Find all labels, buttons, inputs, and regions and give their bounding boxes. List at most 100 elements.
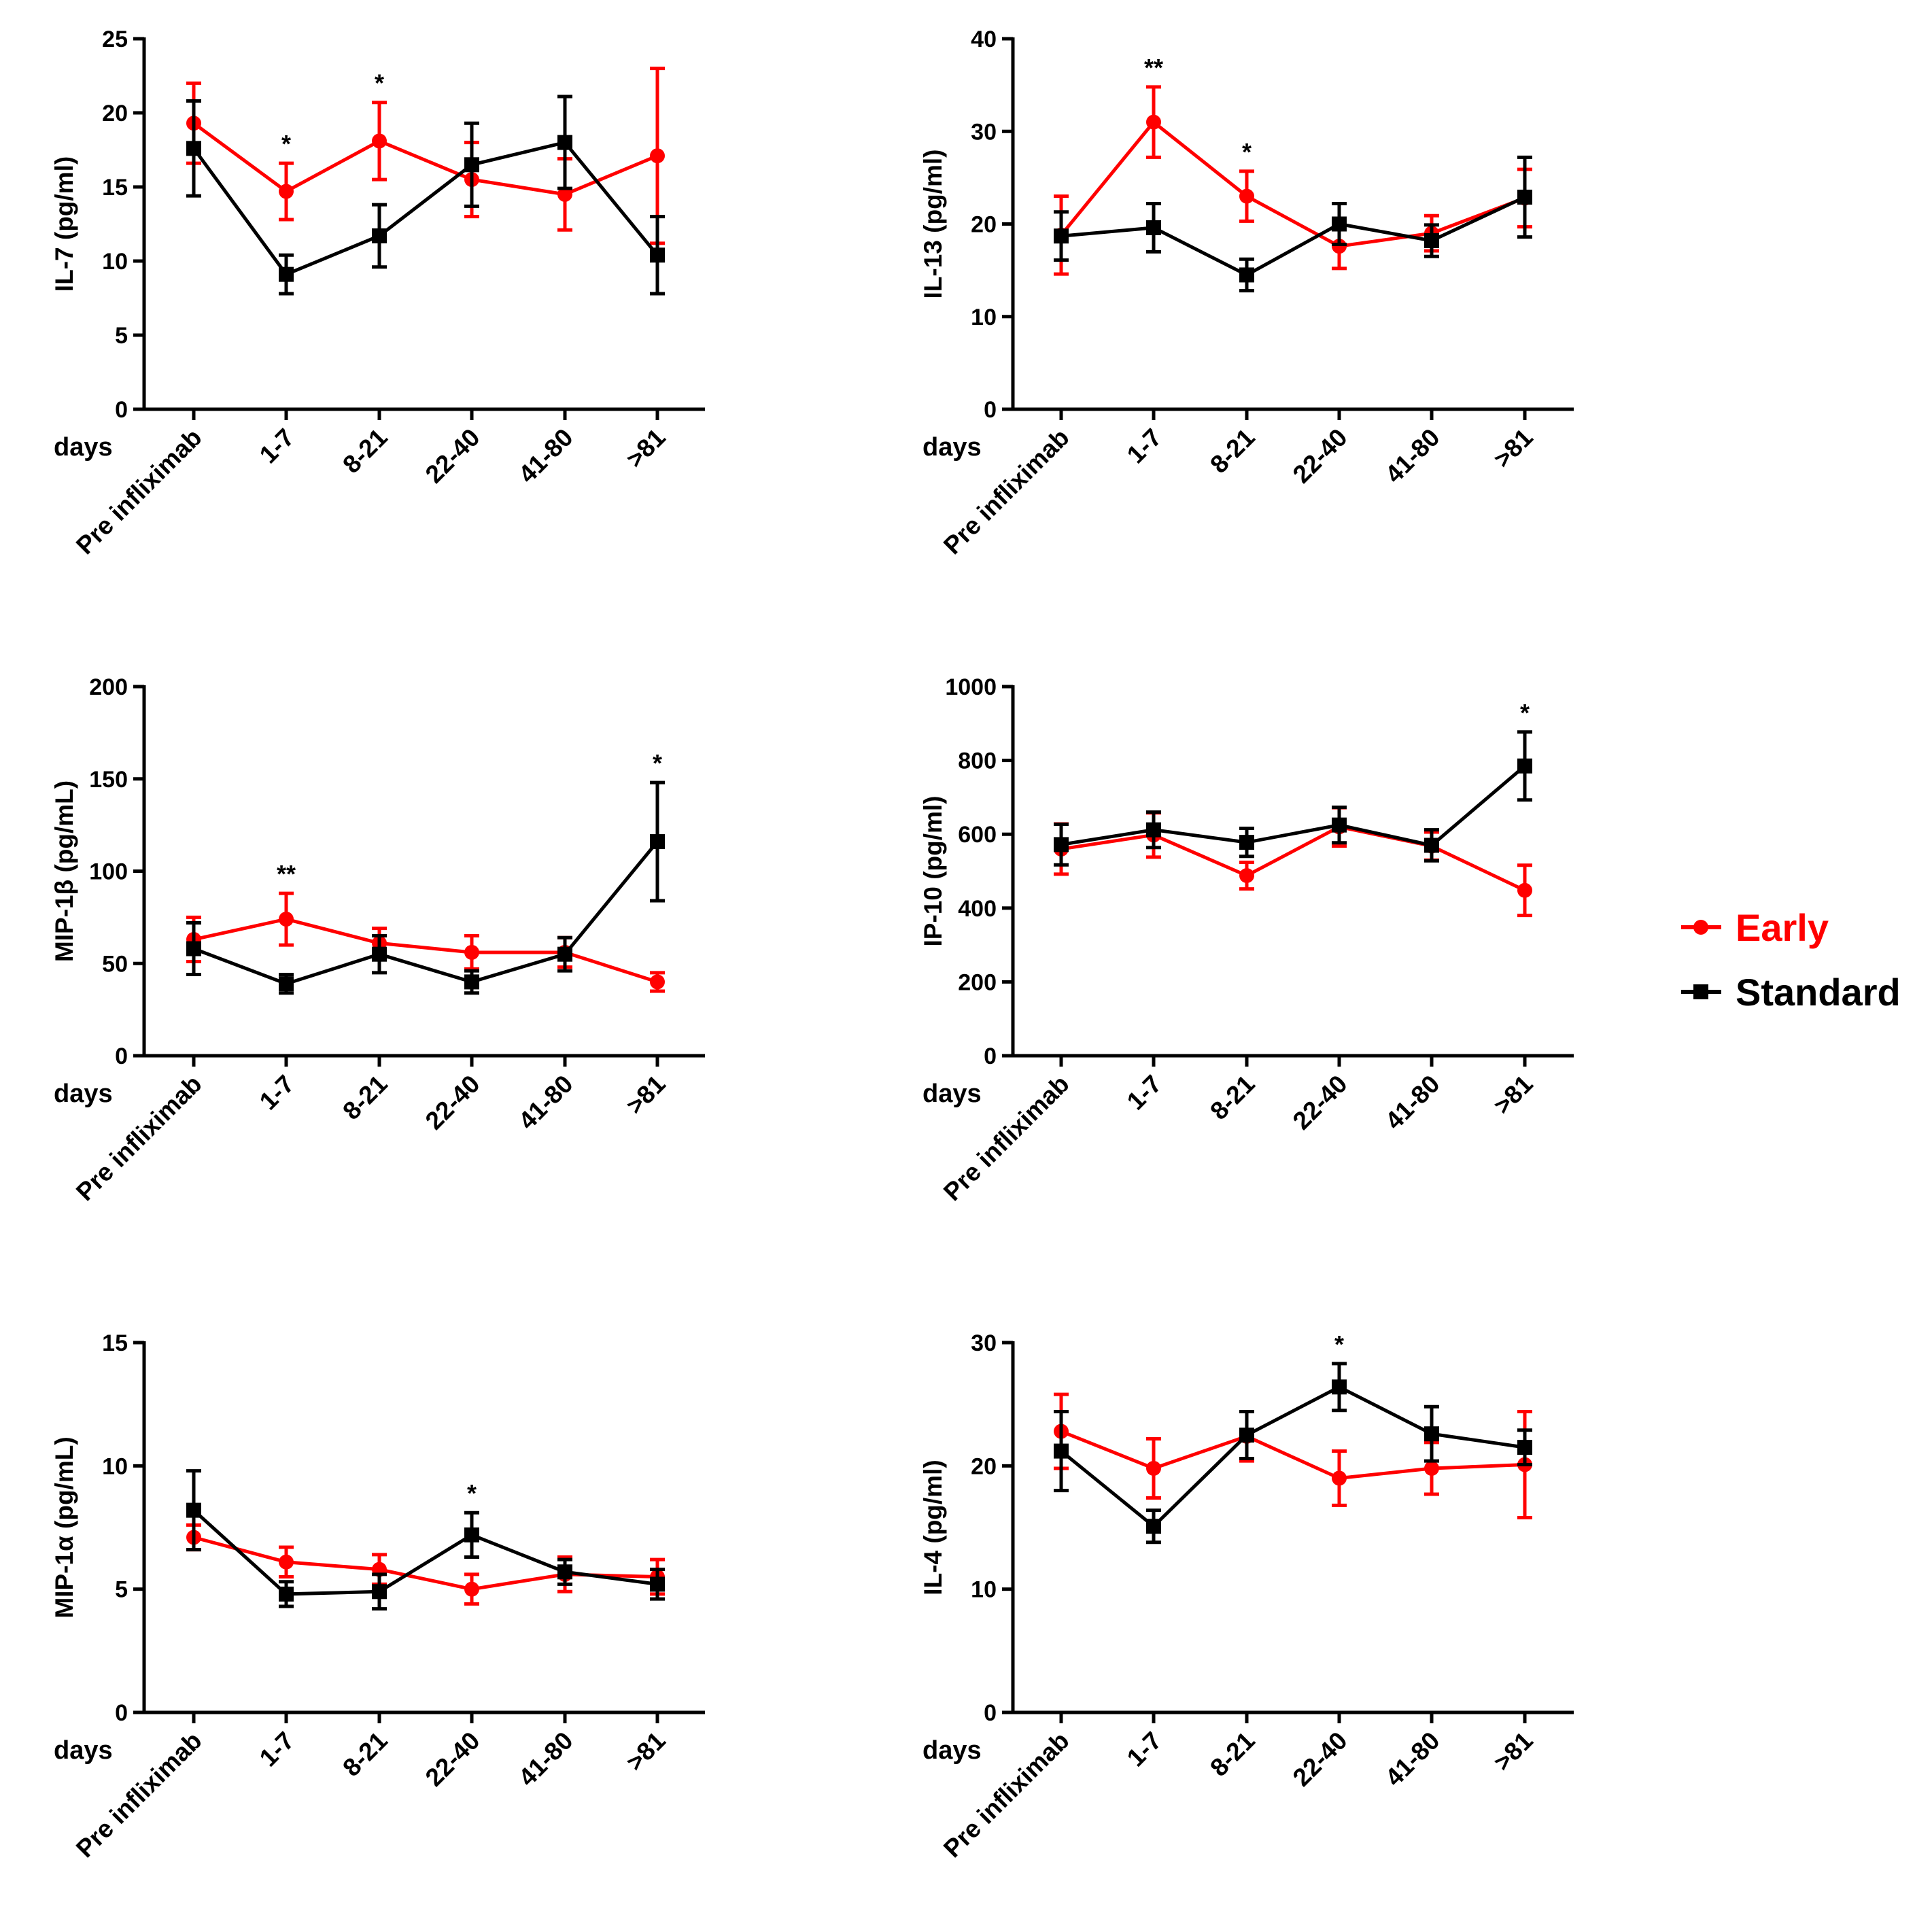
x-tick-label: 1-7 bbox=[254, 424, 300, 469]
data-point bbox=[1239, 1428, 1254, 1443]
data-point bbox=[1332, 216, 1347, 232]
y-tick-label: 0 bbox=[984, 397, 997, 423]
series-line bbox=[1060, 1385, 1525, 1529]
series-line bbox=[1060, 120, 1525, 248]
series-line bbox=[1060, 1430, 1525, 1481]
x-tick-label: 1-7 bbox=[1122, 1727, 1167, 1772]
y-tick-label: 50 bbox=[102, 951, 128, 977]
x-tick-label: 8-21 bbox=[337, 1070, 392, 1125]
x-tick-label: 1-7 bbox=[254, 1727, 300, 1772]
y-tick-label: 30 bbox=[971, 1330, 997, 1356]
series-standard bbox=[1054, 155, 1532, 293]
data-point bbox=[650, 834, 665, 850]
x-tick-label: 8-21 bbox=[337, 1727, 392, 1782]
x-tick-label: >81 bbox=[621, 1070, 670, 1120]
significance-marker: * bbox=[653, 749, 662, 777]
x-tick-label: >81 bbox=[621, 424, 670, 473]
y-tick-label: 1000 bbox=[945, 674, 997, 700]
data-point bbox=[1146, 822, 1161, 838]
data-point bbox=[1332, 817, 1347, 833]
data-point bbox=[1517, 1440, 1532, 1455]
x-tick-label: 22-40 bbox=[1288, 1727, 1353, 1792]
significance-marker: * bbox=[467, 1479, 477, 1507]
data-point bbox=[1239, 868, 1254, 884]
significance-marker: * bbox=[1242, 138, 1252, 166]
data-point bbox=[1146, 220, 1161, 235]
legend: Early Standard bbox=[1681, 906, 1901, 1014]
y-axis-title: IL-7 (pg/ml) bbox=[50, 156, 78, 292]
x-tick-label: 41-80 bbox=[1380, 1727, 1445, 1792]
y-tick-label: 5 bbox=[115, 323, 128, 349]
y-axis-title: MIP-1β (pg/mL) bbox=[50, 780, 78, 962]
legend-early-marker bbox=[1693, 920, 1708, 935]
data-point bbox=[1517, 882, 1532, 898]
series-line bbox=[1060, 764, 1526, 848]
data-point bbox=[1146, 1519, 1161, 1534]
data-point bbox=[1424, 1460, 1439, 1476]
data-point bbox=[1239, 188, 1254, 204]
y-tick-label: 200 bbox=[958, 969, 997, 995]
data-point bbox=[1424, 838, 1439, 853]
significance-marker: ** bbox=[277, 860, 296, 888]
x-tick-label: 8-21 bbox=[1205, 1070, 1260, 1125]
data-point bbox=[557, 946, 572, 962]
y-tick-label: 800 bbox=[958, 748, 997, 774]
y-axis-title: IL-13 (pg/ml) bbox=[919, 150, 947, 299]
x-tick-label: 22-40 bbox=[1288, 424, 1353, 489]
y-tick-label: 400 bbox=[958, 896, 997, 922]
y-tick-label: 0 bbox=[984, 1700, 997, 1726]
data-point bbox=[279, 184, 294, 199]
data-point bbox=[1517, 758, 1532, 774]
data-point bbox=[464, 974, 479, 990]
x-tick-label: 41-80 bbox=[513, 1727, 579, 1792]
x-axis-prefix-label: days bbox=[922, 433, 982, 462]
data-point bbox=[557, 186, 572, 202]
y-tick-label: 10 bbox=[102, 1453, 128, 1479]
data-point bbox=[186, 1502, 201, 1518]
data-point bbox=[650, 974, 665, 990]
x-axis-prefix-label: days bbox=[54, 433, 113, 462]
series-line bbox=[1060, 195, 1526, 277]
y-tick-label: 200 bbox=[89, 674, 128, 700]
series-standard bbox=[186, 94, 665, 296]
data-point bbox=[372, 133, 387, 149]
legend-early-label: Early bbox=[1736, 906, 1829, 949]
y-tick-label: 10 bbox=[102, 249, 128, 275]
significance-marker: * bbox=[1520, 699, 1530, 727]
data-point bbox=[372, 946, 387, 962]
data-point bbox=[279, 976, 294, 992]
data-point bbox=[1332, 239, 1347, 254]
series-standard bbox=[1054, 730, 1532, 867]
y-tick-label: 20 bbox=[971, 1453, 997, 1479]
data-point bbox=[1424, 233, 1439, 249]
x-tick-label: 1-7 bbox=[1122, 1070, 1167, 1116]
legend-standard-label: Standard bbox=[1736, 971, 1901, 1014]
data-point bbox=[1146, 114, 1161, 130]
x-tick-label: 41-80 bbox=[1380, 1070, 1445, 1135]
data-point bbox=[1054, 837, 1069, 852]
y-tick-label: 0 bbox=[984, 1043, 997, 1069]
y-tick-label: 20 bbox=[102, 101, 128, 126]
series-line bbox=[1060, 825, 1526, 892]
data-point bbox=[1146, 1460, 1161, 1476]
y-tick-label: 15 bbox=[102, 175, 128, 201]
data-point bbox=[279, 1554, 294, 1570]
y-tick-label: 30 bbox=[971, 119, 997, 145]
x-tick-label: 22-40 bbox=[420, 424, 485, 489]
data-point bbox=[186, 141, 201, 156]
y-axis-title: IL-4 (pg/ml) bbox=[919, 1460, 947, 1595]
data-point bbox=[1332, 1470, 1347, 1486]
data-point bbox=[464, 944, 479, 960]
x-tick-label: 22-40 bbox=[420, 1727, 485, 1792]
data-point bbox=[186, 941, 201, 956]
data-point bbox=[1332, 1379, 1347, 1395]
x-tick-label: >81 bbox=[1488, 1070, 1538, 1120]
x-tick-label: >81 bbox=[1488, 1727, 1538, 1776]
